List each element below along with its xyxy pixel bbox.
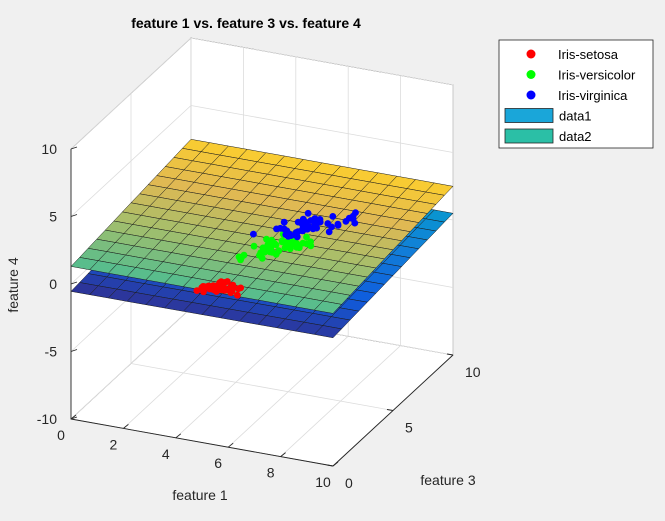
data-point [351, 219, 359, 227]
data-point [299, 239, 307, 247]
x-tick-mark [227, 442, 234, 448]
data-point [305, 223, 313, 231]
data-point [300, 226, 308, 234]
grid-line-z-left [70, 37, 192, 150]
y-tick-mark [326, 464, 334, 467]
data-point [237, 284, 245, 292]
chart-title: feature 1 vs. feature 3 vs. feature 4 [131, 15, 361, 31]
data-point [293, 243, 301, 251]
data-point [352, 209, 359, 217]
data-point [263, 235, 270, 243]
y-tick-label: 0 [345, 475, 353, 491]
legend-marker [526, 49, 536, 59]
data-point [212, 285, 220, 293]
data-point [273, 225, 280, 233]
series-Iris-setosa [193, 278, 245, 299]
data-point [266, 244, 273, 252]
data-point [250, 230, 257, 238]
x-tick-label: 10 [315, 474, 331, 490]
grid-line-z-left [70, 105, 192, 217]
data-point [217, 278, 225, 285]
z-tick-label: -5 [45, 344, 58, 360]
data-point [280, 218, 288, 226]
z-tick-mark [70, 281, 78, 285]
y-tick-mark [386, 409, 394, 411]
grid-line-z-back [190, 37, 454, 86]
z-tick-label: -10 [37, 411, 57, 427]
legend-entry-label: data1 [559, 109, 592, 124]
data-point [329, 213, 337, 220]
data-point [303, 233, 310, 241]
data-point [193, 287, 201, 294]
data-point [250, 242, 258, 250]
data-point [292, 229, 300, 236]
data-point [311, 215, 319, 222]
surface-cell [313, 300, 343, 314]
axis-ticks: 0 2 4 6 8 10 0 5 10 -10 -5 0 5 10 [37, 141, 481, 491]
data-point [294, 218, 302, 226]
z-tick-mark [70, 214, 78, 217]
data-point [268, 236, 276, 244]
data-point [224, 278, 231, 285]
legend-marker [526, 90, 536, 100]
data-point [283, 227, 291, 235]
data-point [275, 247, 283, 255]
z-tick-label: 0 [49, 276, 57, 292]
z-tick-mark [70, 416, 78, 420]
x-axis-line [70, 418, 334, 467]
z-tick-label: 10 [41, 141, 57, 157]
x-tick-label: 8 [267, 465, 275, 481]
y-axis-label: feature 3 [420, 472, 475, 488]
x-tick-mark [280, 452, 286, 457]
y-tick-mark [446, 353, 454, 356]
data-point [237, 256, 245, 264]
z-tick-mark [70, 349, 78, 352]
x-tick-mark [175, 433, 182, 439]
x-tick-label: 0 [57, 427, 65, 443]
x-tick-label: 4 [162, 446, 170, 462]
x-axis-label: feature 1 [172, 487, 227, 503]
legend-swatch [504, 128, 554, 144]
data-point [204, 284, 212, 291]
legend-marker [526, 70, 536, 79]
data-point [304, 209, 312, 217]
data-point [334, 222, 342, 229]
data-point [325, 228, 333, 236]
y-tick-label: 10 [465, 364, 481, 380]
x-tick-mark [332, 461, 339, 467]
legend-entry-label: Iris-versicolor [558, 68, 636, 83]
x-tick-mark [123, 424, 129, 429]
grid-line-z-left [70, 307, 192, 420]
series-Iris-virginica [250, 209, 359, 241]
series-Iris-versicolor [235, 230, 315, 264]
data-point [234, 291, 241, 299]
legend-entry-label: Iris-virginica [558, 88, 628, 103]
legend[interactable]: Iris-setosa Iris-versicolor Iris-virginica… [498, 39, 654, 149]
data-point [342, 218, 350, 225]
z-tick-label: 5 [49, 209, 57, 225]
z-axis-label: feature 4 [5, 257, 21, 312]
z-tick-mark [70, 146, 78, 150]
data-point [272, 241, 280, 249]
data-point [224, 286, 232, 293]
legend-entry-label: data2 [559, 129, 592, 144]
data-point [299, 215, 307, 223]
legend-entry-label: Iris-setosa [558, 47, 619, 62]
data-point [198, 284, 206, 291]
legend-swatch [504, 108, 554, 123]
grid-line-z-back [190, 105, 454, 153]
data-point [256, 251, 263, 259]
grid-line-y-floor [130, 363, 394, 411]
data-point [281, 244, 289, 252]
surface-cell [313, 325, 343, 339]
x-tick-label: 2 [110, 436, 118, 452]
x-tick-label: 6 [214, 455, 222, 471]
y-tick-label: 5 [405, 420, 413, 436]
data-point [282, 239, 290, 247]
data-point [316, 216, 324, 223]
scatter-points [193, 209, 359, 299]
